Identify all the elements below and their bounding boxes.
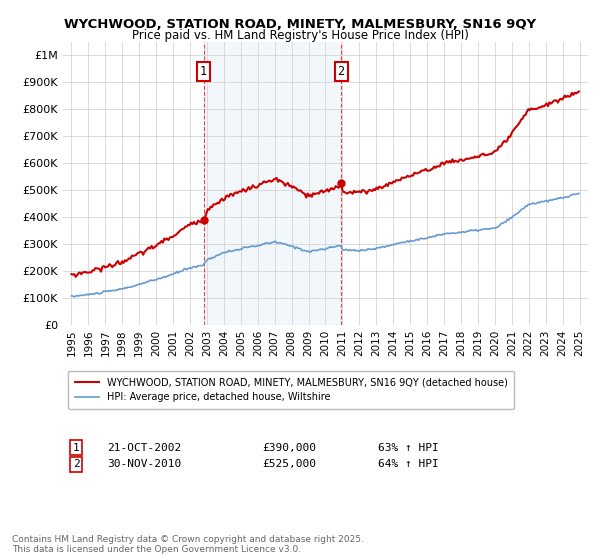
Text: 63% ↑ HPI: 63% ↑ HPI — [378, 443, 439, 453]
Text: 2: 2 — [73, 459, 79, 469]
Text: 1: 1 — [73, 443, 79, 453]
Text: £525,000: £525,000 — [263, 459, 317, 469]
Text: 30-NOV-2010: 30-NOV-2010 — [107, 459, 182, 469]
Bar — [203, 42, 341, 325]
Text: 21-OCT-2002: 21-OCT-2002 — [107, 443, 182, 453]
Text: 64% ↑ HPI: 64% ↑ HPI — [378, 459, 439, 469]
Text: WYCHWOOD, STATION ROAD, MINETY, MALMESBURY, SN16 9QY: WYCHWOOD, STATION ROAD, MINETY, MALMESBU… — [64, 18, 536, 31]
Legend: WYCHWOOD, STATION ROAD, MINETY, MALMESBURY, SN16 9QY (detached house), HPI: Aver: WYCHWOOD, STATION ROAD, MINETY, MALMESBU… — [68, 371, 514, 409]
Text: 2: 2 — [338, 65, 344, 78]
Text: 1: 1 — [200, 65, 207, 78]
Text: Contains HM Land Registry data © Crown copyright and database right 2025.
This d: Contains HM Land Registry data © Crown c… — [12, 535, 364, 554]
Text: £390,000: £390,000 — [263, 443, 317, 453]
Text: Price paid vs. HM Land Registry's House Price Index (HPI): Price paid vs. HM Land Registry's House … — [131, 29, 469, 42]
